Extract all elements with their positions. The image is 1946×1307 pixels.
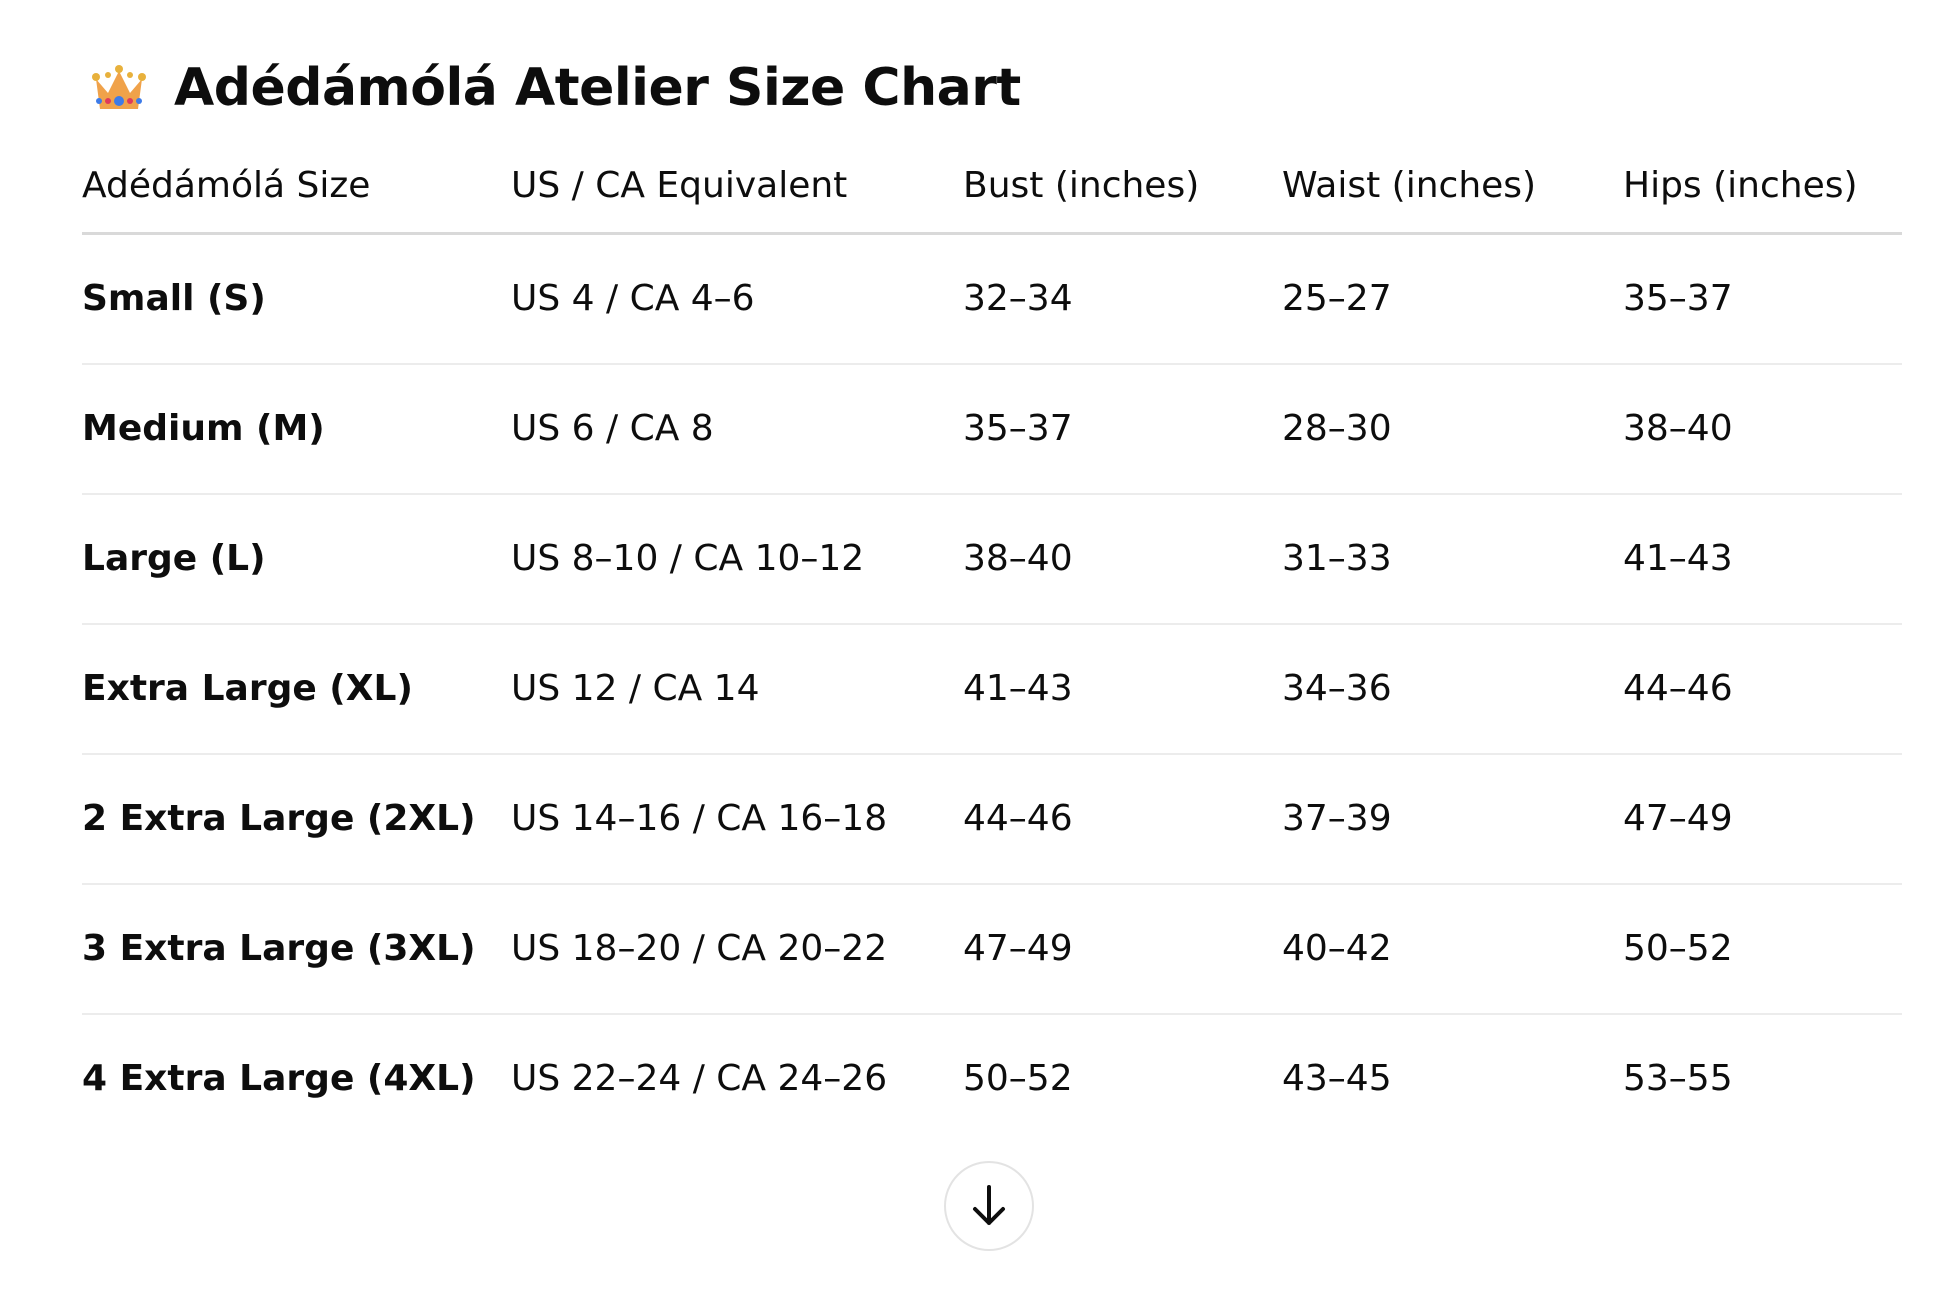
title-text: Adédámólá Atelier Size Chart (174, 58, 1021, 118)
cell-hips: 44–46 (1623, 624, 1902, 755)
cell-size: 3 Extra Large (3XL) (82, 884, 511, 1015)
cell-size: Small (S) (82, 233, 511, 365)
table-row: Large (L) US 8–10 / CA 10–12 38–40 31–33 41–… (82, 494, 1902, 625)
cell-waist: 37–39 (1282, 754, 1623, 885)
cell-bust: 35–37 (963, 364, 1282, 495)
cell-us-ca: US 4 / CA 4–6 (511, 233, 963, 365)
size-chart-table: Adédámólá Size US / CA Equivalent Bust (… (82, 150, 1902, 1143)
table-row: 3 Extra Large (3XL) US 18–20 / CA 20–22 47… (82, 884, 1902, 1015)
cell-bust: 50–52 (963, 1058, 1073, 1099)
table-row: 2 Extra Large (2XL) US 14–16 / CA 16–18 44… (82, 754, 1902, 885)
cell-waist: 40–42 (1282, 884, 1623, 1015)
scroll-down-button[interactable] (944, 1161, 1034, 1251)
cell-bust: 44–46 (963, 754, 1282, 885)
page-title: Adédámólá Atelier Size Chart (90, 58, 1021, 118)
cell-size: 4 Extra Large (4XL) (82, 1058, 476, 1099)
header-us-ca: US / CA Equivalent (511, 150, 963, 235)
header-bust: Bust (inches) (963, 150, 1282, 235)
cell-waist: 43–45 (1282, 1058, 1392, 1099)
cell-bust: 47–49 (963, 884, 1282, 1015)
cell-bust: 38–40 (963, 494, 1282, 625)
cell-hips: 47–49 (1623, 754, 1902, 885)
table-row: Medium (M) US 6 / CA 8 35–37 28–30 38–40 (82, 364, 1902, 495)
cell-bust: 41–43 (963, 624, 1282, 755)
cell-size: Medium (M) (82, 364, 511, 495)
cell-us-ca: US 12 / CA 14 (511, 624, 963, 755)
cell-us-ca: US 18–20 / CA 20–22 (511, 884, 963, 1015)
cell-size: 2 Extra Large (2XL) (82, 754, 511, 885)
cell-hips: 35–37 (1623, 233, 1902, 365)
cell-size: Extra Large (XL) (82, 624, 511, 755)
cell-waist: 34–36 (1282, 624, 1623, 755)
cell-us-ca: US 22–24 / CA 24–26 (511, 1058, 888, 1099)
crown-icon (92, 65, 146, 109)
header-size: Adédámólá Size (82, 150, 511, 235)
cell-hips: 53–55 (1623, 1058, 1733, 1099)
cell-us-ca: US 8–10 / CA 10–12 (511, 494, 963, 625)
table-header-row: Adédámólá Size US / CA Equivalent Bust (… (82, 150, 1902, 235)
cell-hips: 38–40 (1623, 364, 1902, 495)
arrow-down-icon (973, 1185, 1005, 1225)
cell-hips: 41–43 (1623, 494, 1902, 625)
table-row: Small (S) US 4 / CA 4–6 32–34 25–27 35–37 (82, 233, 1902, 365)
cell-hips: 50–52 (1623, 884, 1902, 1015)
cell-us-ca: US 6 / CA 8 (511, 364, 963, 495)
cell-bust: 32–34 (963, 233, 1282, 365)
table-row: Extra Large (XL) US 12 / CA 14 41–43 34–36 4… (82, 624, 1902, 755)
cell-waist: 31–33 (1282, 494, 1623, 625)
header-hips: Hips (inches) (1623, 150, 1902, 235)
cell-size: Large (L) (82, 494, 511, 625)
cell-us-ca: US 14–16 / CA 16–18 (511, 754, 963, 885)
table-row: 4 Extra Large (4XL) US 22–24 / CA 24–26 50… (82, 1014, 1902, 1143)
header-waist: Waist (inches) (1282, 150, 1623, 235)
cell-waist: 28–30 (1282, 364, 1623, 495)
cell-waist: 25–27 (1282, 233, 1623, 365)
